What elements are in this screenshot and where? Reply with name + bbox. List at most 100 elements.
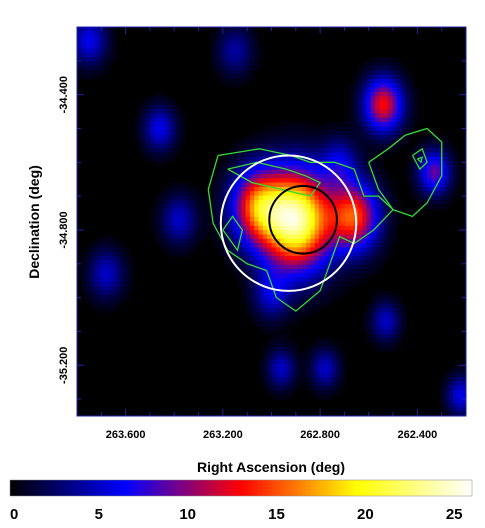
heatmap-cell (167, 117, 173, 123)
heatmap-cell (185, 199, 190, 205)
heatmap-cell (271, 182, 277, 188)
heatmap-cell (362, 238, 368, 244)
heatmap-cell (198, 212, 203, 218)
heatmap-cell (357, 273, 363, 279)
heatmap-cell (435, 135, 441, 140)
heatmap-cell (215, 182, 221, 188)
heatmap-cell (336, 143, 342, 149)
heatmap-cell (249, 316, 255, 322)
heatmap-cell (284, 299, 290, 305)
heatmap-cell (340, 191, 346, 197)
heatmap-cell (383, 186, 389, 192)
heatmap-cell (288, 238, 294, 244)
heatmap-cell (89, 264, 95, 270)
heatmap-cell (77, 61, 82, 67)
heatmap-cell (310, 277, 316, 283)
heatmap-cell (206, 217, 212, 223)
heatmap-cell (223, 178, 229, 184)
heatmap-cell (258, 307, 264, 313)
heatmap-cell (362, 152, 368, 158)
heatmap-cell (353, 148, 359, 153)
heatmap-cell (388, 333, 394, 339)
heatmap-cell (262, 191, 268, 197)
heatmap-cell (340, 173, 346, 179)
heatmap-cell (275, 152, 281, 158)
heatmap-cell (409, 148, 415, 153)
heatmap-cell (280, 260, 286, 266)
heatmap-cell (137, 104, 143, 110)
heatmap-cell (366, 135, 372, 140)
heatmap-cell (258, 204, 264, 210)
heatmap-cell (401, 70, 407, 76)
heatmap-cell (332, 282, 337, 287)
heatmap-cell (94, 238, 100, 244)
heatmap-cell (379, 316, 385, 322)
heatmap-cell (293, 234, 299, 240)
heatmap-cell (396, 83, 402, 89)
heatmap-cell (288, 381, 294, 387)
heatmap-cell (236, 186, 242, 192)
heatmap-cell (167, 251, 173, 257)
colorbar-gradient (9, 479, 473, 497)
heatmap-cell (306, 299, 311, 305)
heatmap-cell (388, 178, 394, 184)
heatmap-cell (349, 126, 355, 132)
heatmap-cell (418, 139, 424, 145)
heatmap-cell (193, 199, 199, 205)
heatmap-cell (271, 290, 277, 296)
heatmap-cell (379, 135, 385, 140)
heatmap-cell (332, 286, 337, 292)
heatmap-cell (344, 212, 350, 218)
heatmap-cell (370, 117, 376, 123)
heatmap-cell (353, 169, 359, 175)
heatmap-cell (280, 273, 286, 279)
heatmap-cell (288, 195, 294, 201)
heatmap-cell (236, 230, 242, 236)
heatmap-cell (306, 169, 311, 175)
heatmap-cell (357, 178, 363, 184)
heatmap-cell (245, 312, 251, 318)
heatmap-cell (370, 342, 376, 348)
heatmap-cell (262, 238, 268, 244)
heatmap-cell (271, 355, 277, 361)
heatmap-cell (427, 199, 433, 205)
heatmap-cell (159, 225, 165, 231)
heatmap-cell (409, 186, 415, 192)
heatmap-cell (267, 204, 273, 210)
heatmap-cell (167, 230, 173, 236)
heatmap-cell (120, 251, 126, 257)
axis-ticks (76, 26, 467, 416)
heatmap-cell (444, 160, 450, 166)
heatmap-cell (301, 173, 307, 179)
heatmap-cell (124, 269, 130, 274)
heatmap-cell (258, 312, 264, 318)
heatmap-cell (388, 234, 394, 240)
heatmap-cell (409, 169, 415, 175)
heatmap-cell (267, 135, 273, 140)
heatmap-cell (370, 130, 376, 136)
heatmap-cell (245, 48, 251, 54)
region-circle (268, 185, 338, 255)
heatmap-image (77, 27, 466, 416)
heatmap-cell (431, 139, 437, 145)
heatmap-cell (409, 156, 415, 162)
heatmap-cell (228, 247, 234, 253)
heatmap-cell (340, 182, 346, 188)
heatmap-cell (102, 243, 108, 249)
heatmap-cell (388, 238, 394, 244)
heatmap-cell (362, 217, 368, 223)
heatmap-cell (301, 269, 307, 274)
heatmap-cell (254, 294, 260, 300)
heatmap-cell (159, 243, 165, 249)
heatmap-cell (198, 208, 203, 214)
heatmap-cell (245, 169, 251, 175)
heatmap-cell (349, 122, 355, 128)
heatmap-cell (306, 368, 311, 374)
heatmap-cell (340, 355, 346, 361)
heatmap-cell (85, 39, 91, 45)
heatmap-cell (167, 148, 173, 153)
heatmap-cell (357, 96, 363, 102)
heatmap-cell (409, 87, 415, 93)
heatmap-cell (124, 282, 130, 287)
heatmap-cell (254, 299, 260, 305)
